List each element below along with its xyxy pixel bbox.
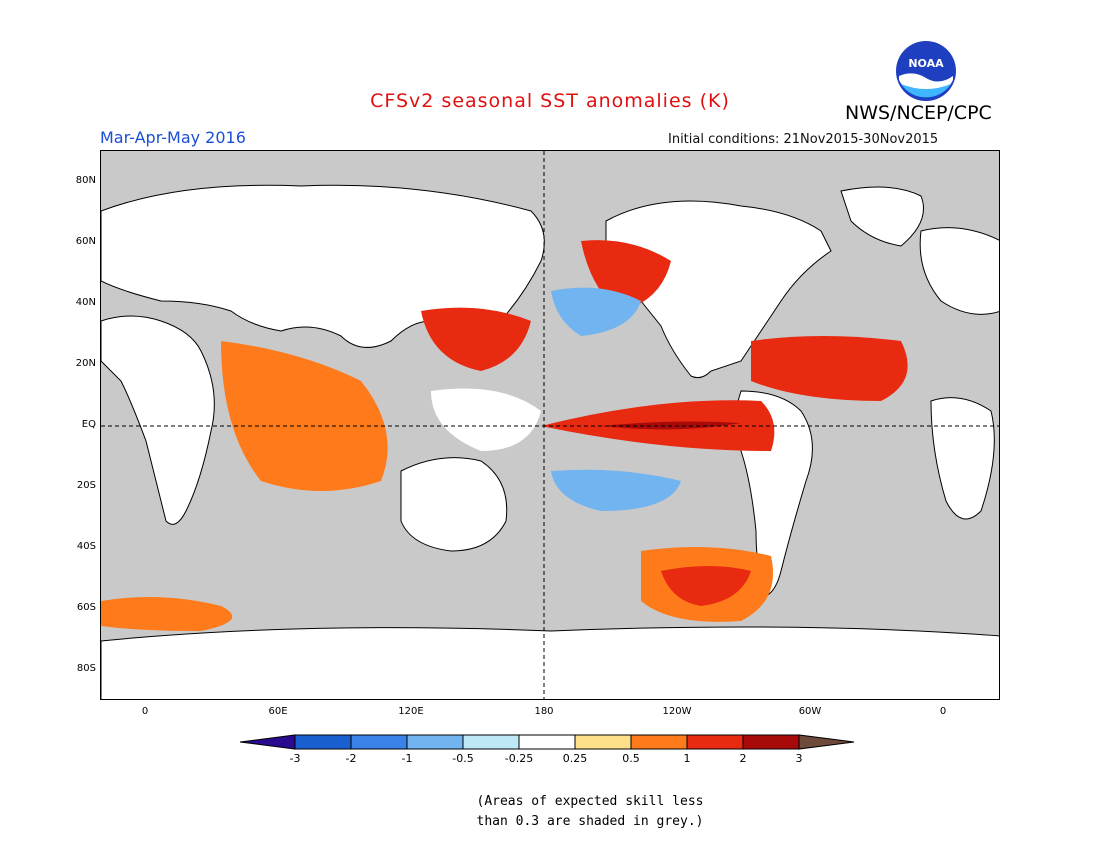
colorbar-segment — [518, 734, 576, 750]
europe-land — [919, 227, 999, 315]
colorbar-label: 0.5 — [622, 752, 640, 765]
colorbar-label: 3 — [795, 752, 803, 765]
colorbar-label: 2 — [739, 752, 747, 765]
colorbar-segment — [686, 734, 744, 750]
southern-ocean-warm — [101, 597, 233, 631]
lon-label-120e: 120E — [398, 706, 424, 717]
skill-note-line1: (Areas of expected skill less — [476, 794, 704, 809]
colorbar-label: -0.25 — [504, 752, 534, 765]
colorbar — [239, 734, 860, 754]
lon-label-0: 0 — [141, 706, 149, 717]
skill-note: (Areas of expected skill less than 0.3 a… — [440, 792, 740, 832]
lon-label-180: 180 — [534, 706, 554, 717]
colorbar-label: -2 — [345, 752, 357, 765]
noaa-logo: NOAA — [895, 40, 957, 102]
lat-label-60s: 60S — [76, 602, 96, 613]
lat-label-20n: 20N — [75, 358, 96, 369]
agency-label: NWS/NCEP/CPC — [845, 102, 992, 124]
colorbar-segment — [350, 734, 408, 750]
colorbar-segment — [462, 734, 520, 750]
forecast-period: Mar-Apr-May 2016 — [100, 128, 246, 147]
greenland-land — [840, 186, 924, 247]
north-pacific-cool — [551, 287, 641, 336]
colorbar-label: 1 — [683, 752, 691, 765]
colorbar-segment — [406, 734, 464, 750]
svg-text:NOAA: NOAA — [908, 57, 944, 70]
colorbar-min-arrow — [239, 734, 296, 750]
lat-label-80n: 80N — [75, 175, 96, 186]
west-pacific-warm — [421, 307, 531, 371]
lat-label-80s: 80S — [76, 663, 96, 674]
antarctica-land — [101, 626, 999, 699]
lon-label-120w: 120W — [662, 706, 692, 717]
lat-label-60n: 60N — [75, 236, 96, 247]
anomaly-patches — [101, 240, 908, 631]
colorbar-label: -0.5 — [452, 752, 474, 765]
colorbar-label: -3 — [289, 752, 301, 765]
sst-anomaly-map — [100, 150, 1000, 700]
nino-core — [601, 421, 741, 430]
lat-label-40n: 40N — [75, 297, 96, 308]
australia-land — [400, 457, 508, 552]
colorbar-segment — [294, 734, 352, 750]
indian-ocean-warm — [221, 341, 388, 491]
map-title: CFSv2 seasonal SST anomalies (K) — [370, 90, 730, 112]
lat-label-eq: EQ — [81, 419, 96, 430]
lon-label-60w: 60W — [798, 706, 822, 717]
lat-label-40s: 40S — [76, 541, 96, 552]
africa-east-land — [930, 397, 995, 520]
south-pacific-cool — [551, 469, 681, 511]
south-pacific-core — [661, 566, 751, 606]
north-atlantic-warm — [751, 336, 908, 401]
initial-conditions: Initial conditions: 21Nov2015-30Nov2015 — [668, 132, 939, 147]
colorbar-segment — [574, 734, 632, 750]
skill-note-line2: than 0.3 are shaded in grey.) — [476, 814, 704, 829]
lat-label-20s: 20S — [76, 480, 96, 491]
colorbar-segment — [742, 734, 800, 750]
colorbar-label: 0.25 — [562, 752, 588, 765]
lon-label-60e: 60E — [268, 706, 288, 717]
north-america-land — [605, 200, 832, 379]
lon-label-0-east: 0 — [939, 706, 947, 717]
colorbar-max-arrow — [798, 734, 855, 750]
west-pacific-neutral — [431, 388, 541, 451]
africa-land — [101, 315, 215, 525]
colorbar-segment — [630, 734, 688, 750]
colorbar-label: -1 — [401, 752, 413, 765]
